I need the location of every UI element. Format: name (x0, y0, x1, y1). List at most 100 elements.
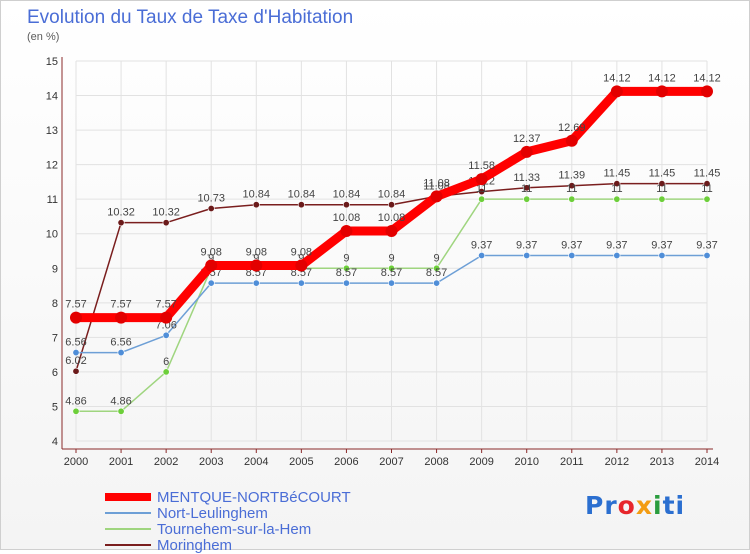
legend-item: Nort-Leulinghem (105, 504, 351, 522)
x-tick-label: 2011 (560, 456, 584, 468)
data-point (297, 201, 305, 209)
data-label: 7.57 (65, 299, 86, 311)
legend-label: Nort-Leulinghem (157, 504, 268, 522)
data-point (658, 251, 666, 259)
y-tick-label: 4 (52, 436, 58, 448)
y-tick-label: 11 (47, 194, 58, 206)
data-label: 10.84 (243, 189, 271, 201)
data-point (658, 180, 666, 188)
data-label: 9.08 (201, 247, 222, 259)
data-label: 9 (388, 252, 394, 264)
data-label: 12.37 (513, 133, 541, 145)
data-point (115, 311, 128, 324)
legend-label: Tournehem-sur-la-Hem (157, 520, 312, 538)
data-label: 9.37 (471, 239, 492, 251)
data-label: 9 (298, 252, 304, 264)
data-point (655, 85, 668, 98)
data-point (613, 251, 621, 259)
data-label: 14.12 (603, 72, 631, 84)
data-label: 11.33 (513, 172, 540, 184)
y-tick-label: 13 (46, 125, 58, 137)
data-label: 10.08 (378, 212, 406, 224)
legend-item: MENTQUE-NORTBéCOURT (105, 489, 351, 506)
x-tick-label: 2007 (379, 456, 403, 468)
y-tick-label: 12 (46, 160, 58, 172)
data-label: 10.32 (152, 207, 180, 219)
data-label: 11 (656, 183, 667, 195)
data-label: 4.86 (65, 395, 86, 407)
legend-label: Moringhem (157, 536, 233, 554)
data-point (568, 195, 576, 203)
data-point (523, 184, 531, 192)
data-point (207, 205, 215, 213)
data-label: 9.37 (651, 239, 672, 251)
x-tick-label: 2008 (424, 456, 448, 468)
x-tick-label: 2002 (154, 456, 178, 468)
data-point (342, 279, 350, 287)
x-tick-label: 2001 (109, 456, 133, 468)
legend-item: Tournehem-sur-la-Hem (105, 520, 351, 538)
data-point (478, 251, 486, 259)
y-tick-label: 7 (52, 332, 58, 344)
chart-legend: MENTQUE-NORTBéCOURT Nort-Leulinghem Tourne… (105, 489, 351, 554)
data-point (613, 180, 621, 188)
data-label: 11 (476, 183, 487, 195)
data-label: 10.32 (107, 207, 135, 219)
chart-title: Evolution du Taux de Taxe d'Habitation (27, 7, 354, 28)
data-label: 9.08 (291, 247, 312, 259)
data-label: 9 (208, 252, 214, 264)
data-point (478, 188, 486, 196)
x-tick-label: 2009 (469, 456, 493, 468)
data-label: 11.58 (468, 160, 495, 172)
x-tick-label: 2005 (289, 456, 313, 468)
y-tick-label: 10 (46, 229, 58, 241)
data-point (430, 190, 443, 203)
y-tick-label: 9 (52, 263, 58, 275)
data-label: 8.57 (381, 267, 402, 279)
x-tick-label: 2000 (64, 456, 88, 468)
data-point (385, 224, 398, 237)
data-label: 9.08 (246, 247, 267, 259)
x-tick-label: 2014 (695, 456, 719, 468)
y-tick-label: 8 (52, 298, 58, 310)
data-label: 9 (434, 252, 440, 264)
data-label: 9 (253, 252, 259, 264)
legend-swatch (105, 512, 151, 514)
data-label: 14.12 (693, 72, 721, 84)
data-point (523, 251, 531, 259)
legend-item: Moringhem (105, 536, 351, 554)
data-point (703, 195, 711, 203)
data-point (701, 85, 713, 98)
data-label: 12.69 (558, 122, 586, 134)
data-label: 10.73 (197, 193, 225, 205)
data-label: 11 (566, 183, 577, 195)
data-point (72, 349, 80, 357)
data-label: 11 (701, 183, 712, 195)
data-point (342, 201, 350, 209)
data-point (205, 259, 218, 272)
data-label: 6 (163, 356, 169, 368)
data-label: 10.84 (333, 189, 361, 201)
data-point (297, 279, 305, 287)
data-label: 6.56 (65, 337, 86, 349)
x-tick-label: 2013 (650, 456, 674, 468)
data-point (613, 195, 621, 203)
data-point (117, 349, 125, 357)
data-point (252, 201, 260, 209)
proxiti-logo: Proxiti (585, 491, 686, 520)
data-label: 11 (521, 183, 532, 195)
x-tick-label: 2004 (244, 456, 268, 468)
data-label: 9.37 (516, 239, 537, 251)
data-label: 9.37 (606, 239, 627, 251)
data-point (433, 279, 441, 287)
data-label: 8.57 (246, 267, 267, 279)
data-point (295, 259, 308, 272)
data-point (340, 224, 353, 237)
data-point (207, 279, 215, 287)
data-point (658, 195, 666, 203)
data-label: 10.84 (378, 189, 406, 201)
data-label: 8.57 (336, 267, 357, 279)
legend-swatch (105, 544, 151, 546)
data-point (162, 368, 170, 376)
